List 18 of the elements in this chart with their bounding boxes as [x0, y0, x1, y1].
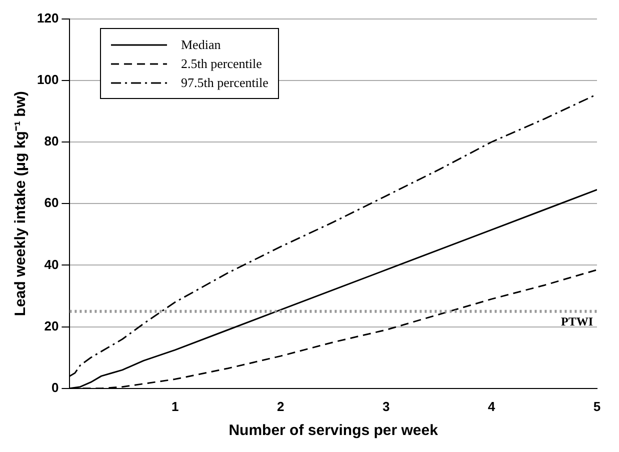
legend-label: 2.5th percentile	[181, 56, 262, 72]
x-tick-label: 3	[382, 398, 390, 414]
y-tick-label: 120	[36, 10, 59, 26]
y-tick-label: 20	[44, 318, 59, 334]
ref-line-label: PTWI	[560, 314, 594, 328]
y-tick-label: 0	[51, 380, 59, 395]
y-tick-label: 80	[44, 134, 59, 149]
x-tick-label: 1	[172, 398, 179, 414]
x-tick-label: 4	[488, 398, 496, 414]
x-axis-title: Number of servings per week	[228, 422, 439, 440]
y-tick-label: 40	[44, 256, 59, 272]
legend-label: Median	[181, 36, 221, 52]
y-axis-title: Lead weekly intake (μg kg⁻¹ bw)	[12, 91, 30, 316]
y-tick-label: 100	[36, 72, 59, 87]
x-tick-label: 2	[276, 398, 284, 414]
legend-label: 97.5th percentile	[181, 74, 268, 90]
y-tick-label: 60	[44, 195, 59, 210]
x-tick-label: 5	[593, 398, 601, 414]
